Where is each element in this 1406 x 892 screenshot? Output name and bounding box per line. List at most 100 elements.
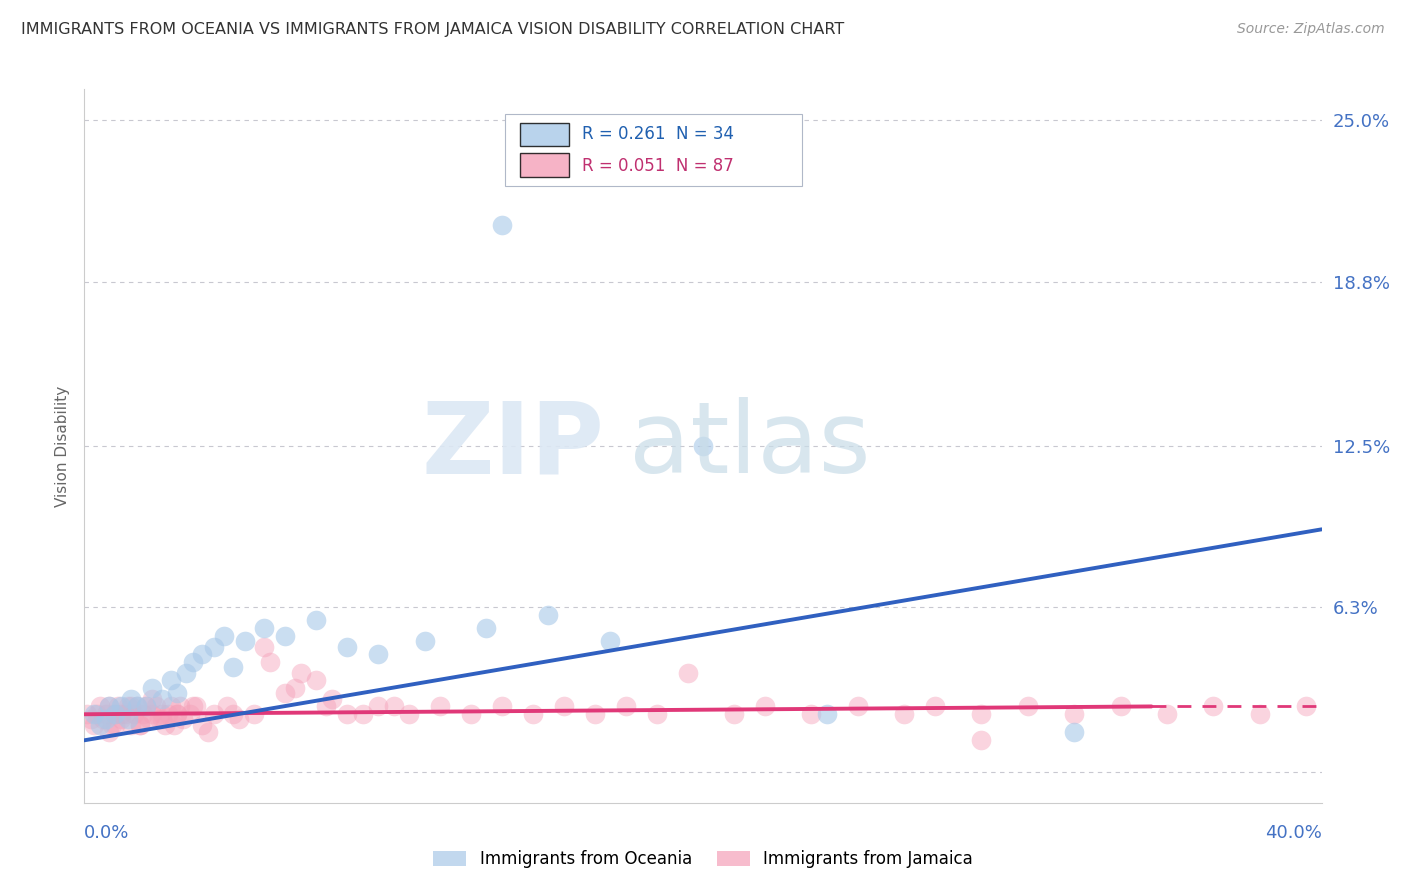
Point: [429, 699, 451, 714]
Point: [141, 681, 163, 696]
Point: [274, 629, 297, 643]
Point: [191, 717, 214, 731]
Point: [135, 699, 157, 714]
Point: [253, 621, 276, 635]
Point: [120, 717, 142, 731]
Point: [537, 608, 560, 623]
Point: [924, 699, 946, 714]
Point: [101, 717, 124, 731]
Point: [222, 707, 245, 722]
Point: [815, 707, 838, 722]
Point: [970, 733, 993, 747]
Point: [754, 699, 776, 714]
Point: [382, 699, 405, 714]
Legend: Immigrants from Oceania, Immigrants from Jamaica: Immigrants from Oceania, Immigrants from…: [426, 844, 980, 875]
Point: [336, 640, 359, 654]
Point: [156, 707, 179, 722]
Point: [284, 681, 307, 696]
Point: [191, 648, 214, 662]
Point: [321, 691, 343, 706]
Point: [893, 707, 915, 722]
Point: [367, 699, 389, 714]
Point: [413, 634, 436, 648]
Point: [290, 665, 312, 680]
Point: [104, 707, 127, 722]
Point: [522, 707, 544, 722]
Point: [98, 725, 121, 739]
Point: [1202, 699, 1225, 714]
Point: [202, 707, 225, 722]
Point: [676, 665, 699, 680]
Point: [104, 717, 127, 731]
Text: R = 0.261  N = 34: R = 0.261 N = 34: [582, 125, 734, 143]
Point: [104, 707, 127, 722]
Point: [181, 655, 204, 669]
Point: [79, 713, 101, 727]
Point: [86, 707, 108, 722]
Point: [172, 713, 194, 727]
Point: [215, 699, 238, 714]
Point: [83, 717, 105, 731]
Text: atlas: atlas: [628, 398, 870, 494]
Point: [460, 707, 482, 722]
Point: [599, 634, 621, 648]
Point: [110, 707, 132, 722]
Point: [352, 707, 374, 722]
Point: [970, 707, 993, 722]
Point: [222, 660, 245, 674]
Point: [145, 699, 167, 714]
Point: [160, 673, 183, 688]
Point: [138, 713, 160, 727]
Point: [141, 707, 163, 722]
Text: 40.0%: 40.0%: [1265, 823, 1322, 842]
Point: [120, 691, 142, 706]
Point: [114, 707, 136, 722]
Point: [228, 713, 250, 727]
Point: [135, 699, 157, 714]
Point: [150, 707, 173, 722]
Text: ZIP: ZIP: [422, 398, 605, 494]
Point: [129, 717, 152, 731]
Point: [83, 707, 105, 722]
Point: [117, 699, 139, 714]
Point: [141, 691, 163, 706]
Point: [169, 699, 191, 714]
Y-axis label: Vision Disability: Vision Disability: [55, 385, 70, 507]
Point: [645, 707, 668, 722]
Point: [98, 699, 121, 714]
Point: [107, 699, 129, 714]
FancyBboxPatch shape: [520, 153, 569, 177]
Point: [491, 699, 513, 714]
Point: [553, 699, 575, 714]
Point: [76, 707, 98, 722]
Point: [305, 673, 328, 688]
Point: [212, 629, 235, 643]
Point: [122, 707, 145, 722]
FancyBboxPatch shape: [505, 114, 801, 186]
Point: [723, 707, 745, 722]
Point: [125, 699, 148, 714]
Point: [89, 717, 111, 731]
Point: [800, 707, 823, 722]
Point: [614, 699, 637, 714]
Point: [132, 707, 155, 722]
Point: [583, 707, 606, 722]
Point: [120, 699, 142, 714]
Point: [163, 717, 186, 731]
Point: [166, 707, 188, 722]
Point: [94, 707, 117, 722]
Point: [181, 699, 204, 714]
Point: [259, 655, 281, 669]
Point: [98, 699, 121, 714]
Point: [1109, 699, 1132, 714]
Point: [336, 707, 359, 722]
Point: [1156, 707, 1178, 722]
Point: [150, 691, 173, 706]
Point: [692, 439, 714, 453]
Point: [160, 699, 183, 714]
Point: [315, 699, 337, 714]
Point: [1063, 725, 1085, 739]
Point: [253, 640, 276, 654]
Point: [166, 707, 188, 722]
Point: [233, 634, 256, 648]
